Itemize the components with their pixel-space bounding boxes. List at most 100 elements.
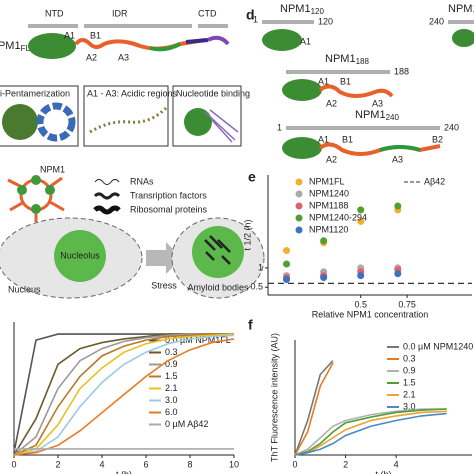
- sub: 120: [311, 7, 325, 16]
- fibril: [204, 235, 231, 265]
- panel-label: f: [248, 317, 253, 333]
- idr-tail: [149, 42, 181, 52]
- partner-label: Transription factors: [130, 190, 207, 200]
- legend-label: 0.3: [403, 353, 416, 363]
- legend-label: 1.5: [165, 371, 178, 381]
- series-line: [13, 333, 234, 456]
- network-node: [17, 185, 27, 195]
- legend-label: 2.1: [165, 383, 178, 393]
- series-line: [294, 362, 334, 456]
- pentamer: [2, 104, 38, 140]
- x-tick-label: 2: [55, 459, 60, 469]
- x-tick-label: 0: [11, 459, 16, 469]
- info-box: [83, 85, 169, 147]
- amyloid-body: [192, 226, 244, 278]
- residue: 240: [444, 122, 459, 132]
- y-axis-label: ThT Fluorescence intensity (AU): [269, 333, 279, 462]
- legend-label: 0.9: [403, 365, 416, 375]
- network-node: [31, 175, 41, 185]
- region-label: B2: [432, 134, 443, 144]
- x-tick-label: 8: [187, 459, 192, 469]
- legend-label: 6.0: [165, 407, 178, 417]
- legend-swatch: [295, 226, 303, 234]
- domain-label: NTD: [45, 8, 64, 18]
- point: [357, 217, 365, 225]
- construct-name: NPM1240: [355, 109, 399, 122]
- series-line: [13, 338, 235, 456]
- x-tick-label: 2: [343, 459, 348, 469]
- domain-label: CTD: [198, 8, 217, 18]
- residue: 240: [429, 16, 444, 26]
- box-text: i-Pentamerization: [0, 88, 70, 98]
- y-axis-label: t 1/2 (h): [242, 219, 252, 250]
- nucleotide-domain: [184, 108, 212, 136]
- region-label: A2: [326, 98, 337, 108]
- organelle-label: Nucleolus: [60, 250, 100, 260]
- region-label: A3: [372, 98, 383, 108]
- arrow-label: Stress: [151, 280, 177, 290]
- series-line: [13, 333, 235, 456]
- compartment-label: Nucleus: [8, 284, 41, 294]
- x-axis-label: t (h): [116, 469, 132, 474]
- name: NPM1: [355, 109, 386, 121]
- sub: 240: [386, 113, 400, 122]
- network-node: [45, 185, 55, 195]
- construct-name: NPM1FL: [0, 40, 30, 53]
- legend-swatch: [295, 214, 303, 222]
- protein-core: [28, 33, 76, 59]
- protein-core: [262, 29, 302, 51]
- legend-label: 1.5: [403, 377, 416, 387]
- point: [320, 237, 328, 245]
- legend-label: 0.0 µM NPM1FL: [165, 335, 231, 345]
- region-label: A2: [86, 52, 97, 62]
- residue: 120: [318, 16, 333, 26]
- box-text: Nucleotide binding: [176, 88, 250, 98]
- y-tick-label: 0.5: [250, 282, 263, 292]
- name: NPM1: [280, 3, 311, 15]
- series-line: [294, 408, 447, 456]
- region-label: A2: [326, 154, 337, 164]
- name: NPM1: [448, 3, 474, 15]
- pentamer: [36, 102, 76, 142]
- x-tick-label: 0.75: [398, 299, 416, 309]
- network-node: [31, 204, 41, 214]
- ribo-icon: [93, 205, 121, 215]
- point: [357, 206, 365, 214]
- region-label: B1: [340, 76, 351, 86]
- idr-tail: [379, 145, 421, 152]
- legend-swatch: [295, 190, 303, 198]
- x-tick-label: 10: [229, 459, 239, 469]
- hub-label: NPM1: [40, 164, 65, 174]
- region-label: A1: [300, 36, 311, 46]
- series-line: [294, 410, 447, 456]
- legend-label: NPM1120: [309, 224, 348, 234]
- region-label: A1: [64, 30, 75, 40]
- region-label: A1: [318, 134, 329, 144]
- domain-label: IDR: [112, 8, 128, 18]
- x-tick-label: 4: [99, 459, 104, 469]
- rna-icon: [94, 179, 120, 185]
- point: [283, 246, 291, 254]
- sub: FL: [21, 44, 31, 53]
- legend-label: NPM1240: [309, 188, 349, 198]
- x-tick-label: 0.5: [354, 299, 367, 309]
- point: [283, 260, 291, 268]
- nucleolus: [54, 230, 106, 282]
- panel-label: d: [246, 7, 255, 23]
- point: [283, 276, 291, 284]
- region-label: A3: [392, 154, 403, 164]
- tf-icon: [93, 192, 121, 200]
- name: NPM1: [325, 53, 356, 65]
- sub: 188: [356, 57, 370, 66]
- legend-swatch: [295, 202, 303, 210]
- y-tick-label: 1: [258, 262, 263, 272]
- protein-core: [282, 79, 322, 101]
- x-tick-label: 6: [143, 459, 148, 469]
- series-line: [294, 360, 334, 456]
- region-label: A3: [118, 52, 129, 62]
- legend-label: NPM1FL: [309, 176, 345, 186]
- network: [7, 176, 65, 222]
- construct-name: NPM124: [448, 3, 474, 16]
- legend-label: NPM1240-294: [309, 212, 367, 222]
